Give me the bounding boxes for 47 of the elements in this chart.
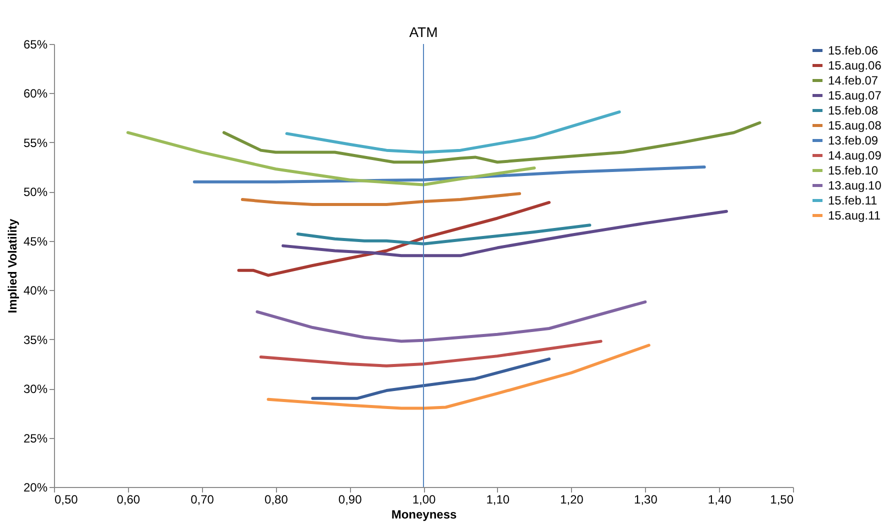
y-tick-label: 50% [23, 185, 48, 200]
line-series [285, 110, 621, 154]
line-series [266, 344, 650, 410]
line-series [311, 358, 551, 400]
line-series [259, 340, 602, 368]
line-series [256, 300, 647, 343]
y-tick-label: 20% [23, 480, 48, 494]
legend-label: 15.aug.08 [828, 118, 882, 132]
x-tick-label: 0,70 [190, 492, 214, 506]
legend-label: 15.aug.06 [828, 58, 882, 72]
x-tick-label: 0,50 [54, 492, 78, 506]
y-tick-label: 25% [23, 431, 48, 446]
x-tick-label: 1,40 [708, 492, 732, 506]
x-tick-label: 0,80 [264, 492, 288, 506]
line-series [222, 121, 762, 164]
legend-label: 14.aug.09 [828, 148, 882, 162]
line-series [296, 224, 592, 246]
legend-label: 15.feb.11 [828, 194, 878, 208]
y-tick-label: 65% [23, 38, 48, 52]
y-axis-title: Implied Volatility [5, 218, 20, 314]
legend-label: 15.feb.10 [828, 164, 878, 178]
line-series [282, 210, 728, 258]
x-tick-label: 0,60 [116, 492, 140, 506]
legend-label: 13.aug.10 [828, 178, 882, 192]
line-series [240, 192, 522, 206]
y-tick-label: 35% [23, 332, 48, 347]
legend-label: 15.aug.07 [828, 88, 882, 102]
y-tick-label: 30% [23, 382, 48, 396]
line-series [237, 200, 551, 277]
y-tick-label: 60% [23, 86, 48, 101]
x-tick-label: 1,00 [412, 492, 436, 506]
legend-label: 15.feb.06 [828, 44, 878, 58]
x-tick-label: 1,30 [634, 492, 658, 506]
legend-label: 15.feb.08 [828, 104, 878, 118]
y-tick-label: 45% [23, 234, 48, 248]
y-tick-label: 55% [23, 136, 48, 150]
x-tick-label: 1,50 [770, 492, 794, 506]
line-series [126, 131, 536, 186]
legend-label: 13.feb.09 [828, 134, 878, 148]
x-tick-label: 1,20 [560, 492, 584, 506]
x-tick-label: 1,10 [486, 492, 510, 506]
ref-line-label: ATM [409, 24, 438, 40]
y-tick-label: 40% [23, 284, 48, 298]
x-axis-title: Moneyness [391, 508, 457, 522]
x-tick-label: 0,90 [338, 492, 362, 506]
legend-label: 15.aug.11 [828, 208, 881, 222]
legend-label: 14.feb.07 [828, 74, 878, 88]
